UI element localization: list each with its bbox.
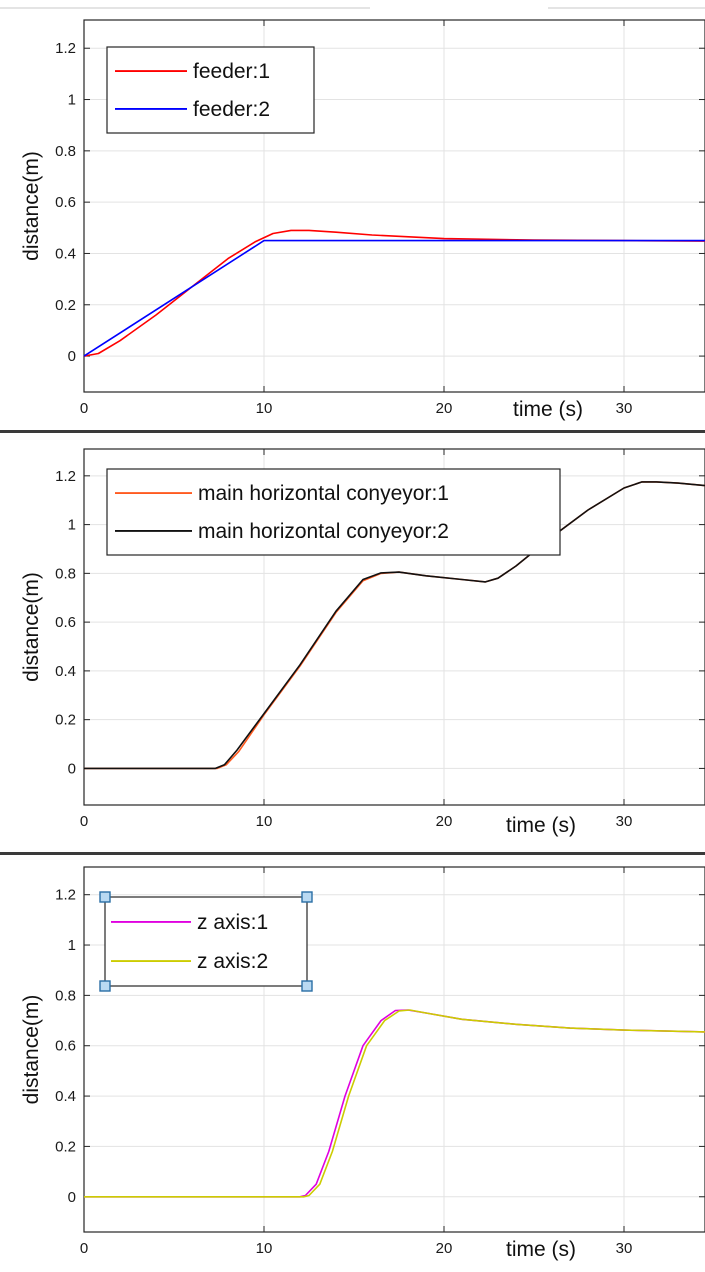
legend-box [106,468,561,556]
y-tick-label: 0.4 [55,245,76,262]
y-tick-label: 0.4 [55,663,76,680]
x-tick-label: 30 [616,813,633,830]
y-tick-label: 0.2 [55,712,76,729]
y-tick-label: 0.6 [55,194,76,211]
panel-separator [0,852,705,855]
x-tick-label: 30 [616,400,633,417]
y-tick-label: 0.2 [55,1138,76,1155]
legend-entry: z axis:2 [197,950,268,973]
y-axis-label: distance(m) [20,995,43,1105]
x-tick-label: 20 [436,1240,453,1257]
y-axis-label: distance(m) [20,572,43,682]
legend-entry: feeder:1 [193,60,270,83]
legend-entry: z axis:1 [197,911,268,934]
y-tick-label: 0.8 [55,987,76,1004]
legend-entry: feeder:2 [193,98,270,121]
panel-separator [0,430,705,433]
x-axis-label: time (s) [506,814,576,837]
legend-box [104,896,308,987]
x-tick-label: 20 [436,813,453,830]
legend[interactable]: z axis:1 z axis:2 [99,891,313,992]
x-tick-label: 10 [256,400,273,417]
x-tick-label: 10 [256,1240,273,1257]
plot-panel-2: 0 10 20 30 0 0.2 0.4 0.6 0.8 1 1.2 distance(m) time … [20,448,705,837]
y-tick-label: 0 [68,1189,76,1206]
resize-handle[interactable] [301,891,313,903]
resize-handle[interactable] [99,891,111,903]
x-axis-label: time (s) [513,398,583,421]
y-tick-label: 0 [68,348,76,365]
series-line-2 [84,481,705,770]
y-tick-label: 0.6 [55,614,76,631]
legend-entry: main horizontal conyeyor:2 [198,520,449,543]
y-tick-label: 1 [68,937,76,954]
legend[interactable]: main horizontal conyeyor:1 main horizonta… [106,468,561,556]
x-tick-label: 0 [80,813,88,830]
y-tick-label: 1.2 [55,887,76,904]
y-tick-label: 1 [68,92,76,109]
x-tick-label: 10 [256,813,273,830]
y-tick-label: 0.4 [55,1088,76,1105]
series-line-2 [83,239,705,357]
series-line-2 [84,1009,705,1198]
x-tick-label: 20 [436,400,453,417]
legend-box [106,46,315,134]
resize-handle[interactable] [301,980,313,992]
x-tick-label: 0 [80,1240,88,1257]
y-tick-label: 0 [68,760,76,777]
axes-box [83,448,705,806]
y-tick-label: 1 [68,517,76,534]
legend[interactable]: feeder:1 feeder:2 [106,46,315,134]
axes-box [83,19,705,393]
y-tick-label: 1.2 [55,468,76,485]
x-tick-label: 30 [616,1240,633,1257]
x-tick-label: 0 [80,400,88,417]
x-axis-label: time (s) [506,1238,576,1261]
plot-panel-3: 0 10 20 30 0 0.2 0.4 0.6 0.8 1 1.2 distance(m) time … [20,866,705,1261]
y-tick-label: 0.8 [55,565,76,582]
series-line-1 [83,229,705,357]
legend-entry: main horizontal conyeyor:1 [198,482,449,505]
y-axis-label: distance(m) [20,151,43,261]
axes-box [83,866,705,1233]
y-tick-label: 0.6 [55,1038,76,1055]
y-tick-label: 0.2 [55,297,76,314]
plot-panel-1: 0 10 20 30 0 0.2 0.4 0.6 0.8 1 1.2 distance(m) time … [20,19,705,421]
resize-handle[interactable] [99,980,111,992]
y-tick-label: 0.8 [55,143,76,160]
y-tick-label: 1.2 [55,40,76,57]
